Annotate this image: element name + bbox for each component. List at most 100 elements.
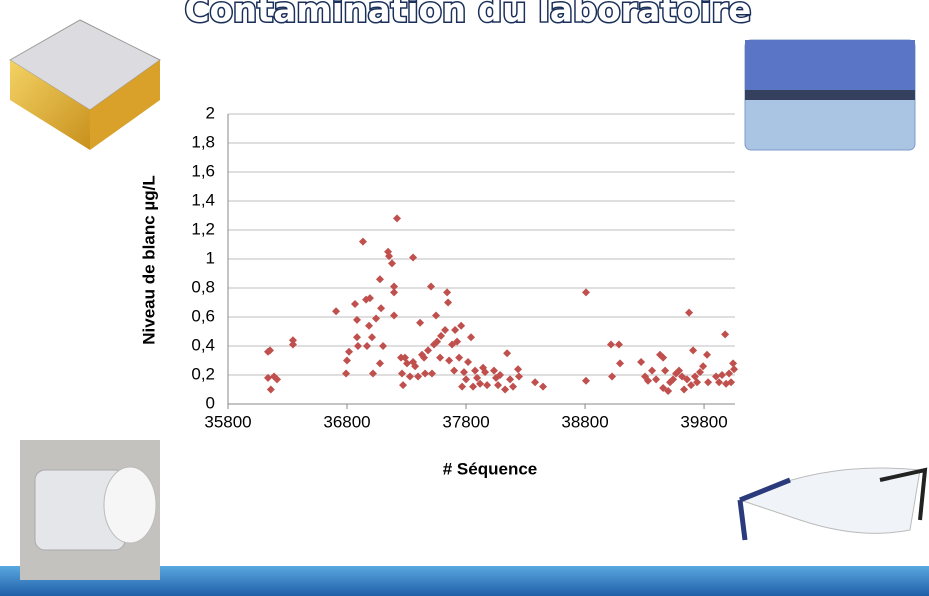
data-point [509, 382, 518, 391]
data-point [637, 357, 646, 366]
data-point [414, 372, 423, 381]
data-point [730, 365, 739, 374]
data-point [397, 369, 406, 378]
data-point [405, 372, 414, 381]
data-point [345, 347, 354, 356]
data-point [390, 282, 399, 291]
data-point [353, 333, 362, 342]
y-tick-label: 2 [206, 103, 215, 122]
y-tick-label: 0 [206, 393, 215, 412]
image-jar [20, 440, 160, 580]
data-point [648, 366, 657, 375]
data-point [399, 381, 408, 390]
data-point [368, 333, 377, 342]
data-point [424, 346, 433, 355]
data-point [606, 340, 615, 349]
data-point [358, 237, 367, 246]
data-point [411, 362, 420, 371]
data-point [457, 321, 466, 330]
data-point [462, 375, 471, 384]
data-point [729, 359, 738, 368]
data-point [377, 304, 386, 313]
data-point [685, 308, 694, 317]
data-point [402, 359, 411, 368]
data-point [644, 376, 653, 385]
data-point [393, 214, 401, 223]
data-point [288, 340, 297, 349]
data-point [514, 372, 523, 381]
data-point [433, 337, 442, 346]
data-point [421, 369, 430, 378]
data-point [436, 353, 445, 362]
data-point [416, 318, 425, 327]
data-point [539, 382, 548, 391]
data-point [273, 375, 282, 384]
x-tick-label: 39800 [680, 412, 727, 431]
data-point [693, 378, 702, 387]
data-point [483, 381, 492, 390]
data-point [712, 372, 721, 381]
data-point [350, 299, 359, 308]
data-point [441, 326, 450, 335]
data-point [652, 375, 661, 384]
data-point [471, 366, 480, 375]
data-point [266, 385, 275, 394]
data-point [473, 373, 482, 382]
data-point [353, 342, 362, 350]
data-point [390, 311, 399, 320]
y-tick-label: 0,4 [191, 335, 215, 354]
data-point [616, 359, 625, 368]
data-point [661, 366, 670, 375]
x-tick-label: 36800 [323, 412, 370, 431]
data-point [727, 378, 736, 387]
data-point [432, 311, 441, 320]
y-tick-label: 0,2 [191, 364, 215, 383]
data-point [489, 366, 498, 375]
data-point [664, 386, 673, 395]
data-point [444, 298, 453, 307]
data-point [469, 382, 478, 391]
data-point [725, 369, 734, 378]
data-point [721, 330, 730, 339]
data-point [704, 378, 713, 387]
image-glasses [737, 467, 928, 541]
image-tip-box [744, 39, 916, 151]
data-point [455, 353, 464, 362]
data-point [375, 359, 384, 368]
data-point [445, 356, 454, 365]
data-point [715, 378, 724, 387]
data-point [450, 366, 459, 375]
data-point [343, 356, 352, 365]
y-tick-label: 1,4 [191, 190, 215, 209]
data-point [288, 336, 297, 345]
data-point [427, 282, 436, 291]
data-point [372, 314, 381, 323]
data-point [443, 288, 452, 297]
data-point [453, 337, 462, 346]
image-tube-rack [9, 19, 161, 150]
slide-title: Contamination du laboratoire [185, 0, 752, 31]
data-point [451, 326, 460, 335]
data-point [368, 369, 377, 378]
data-point [718, 371, 727, 379]
data-point [659, 353, 668, 362]
data-point [409, 253, 418, 262]
data-point [494, 381, 503, 390]
data-point [506, 375, 515, 384]
x-tick-label: 35800 [204, 412, 251, 431]
data-point [460, 368, 469, 377]
data-point [388, 259, 397, 268]
data-point [581, 288, 590, 297]
data-point [467, 333, 476, 342]
data-point [581, 376, 590, 385]
y-tick-label: 1,2 [191, 219, 215, 238]
data-point [390, 288, 399, 297]
data-point [476, 379, 485, 388]
data-point [365, 321, 374, 330]
data-point [379, 342, 388, 350]
data-point [420, 353, 429, 362]
data-point [363, 342, 372, 350]
data-point [437, 331, 446, 340]
data-point [699, 362, 708, 371]
